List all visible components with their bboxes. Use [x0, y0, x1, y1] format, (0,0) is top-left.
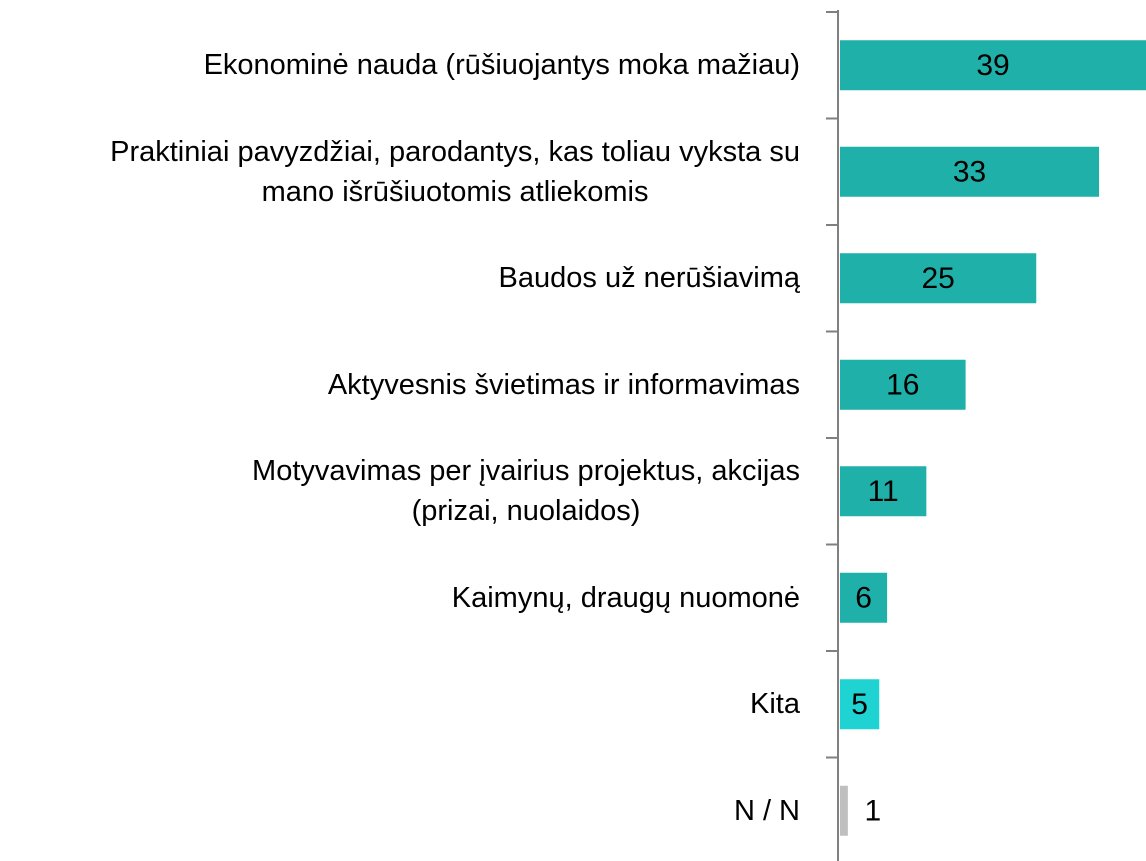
value-label: 16	[886, 369, 919, 402]
category-label: Baudos už nerūšiavimą	[498, 262, 800, 295]
category-label: Ekonominė nauda (rūšiuojantys moka mažia…	[203, 49, 800, 82]
category-label: Motyvavimas per įvairius projektus, akci…	[252, 455, 800, 528]
value-label: 1	[865, 795, 882, 828]
category-label: Praktiniai pavyzdžiai, parodantys, kas t…	[110, 135, 800, 208]
value-label: 39	[976, 49, 1009, 82]
bar	[840, 253, 1037, 304]
value-label: 33	[953, 156, 986, 189]
bar	[840, 572, 888, 623]
value-label: 5	[851, 688, 868, 721]
value-label: 11	[868, 475, 899, 508]
category-label: Kaimynų, draugų nuomonė	[451, 581, 800, 614]
value-label: 25	[921, 262, 954, 295]
category-label: N / N	[733, 794, 800, 827]
value-label: 6	[855, 582, 872, 615]
bar	[840, 40, 1146, 91]
bar	[840, 146, 1100, 197]
category-label: Kita	[750, 688, 800, 721]
bar	[840, 785, 848, 836]
bar	[840, 466, 927, 517]
bar	[840, 359, 966, 410]
bar	[840, 679, 880, 730]
category-label: Aktyvesnis švietimas ir informavimas	[327, 368, 800, 401]
